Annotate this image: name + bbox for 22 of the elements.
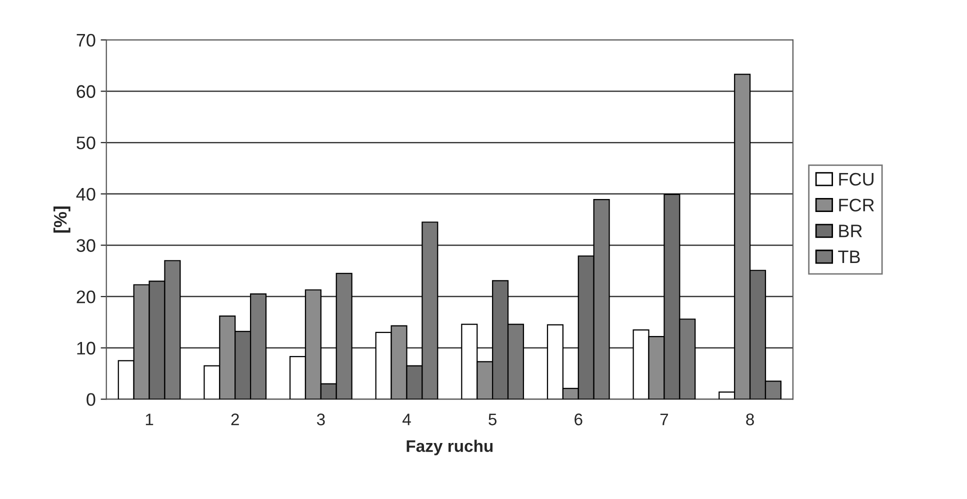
x-axis-title: Fazy ruchu [406,440,493,456]
y-tick-label: 30 [76,239,96,252]
legend-label: FCU [839,172,874,186]
x-tick-label: 3 [316,414,325,426]
y-tick-label: 0 [86,393,96,406]
y-tick-label: 60 [76,85,96,98]
y-tick-label: 10 [77,342,96,355]
legend-label: BR [839,224,862,238]
y-tick-label: 20 [76,290,96,304]
y-tick-label: 40 [76,188,96,201]
x-tick-label: 7 [660,414,668,426]
legend-label: TB [838,250,860,264]
legend-label: FCR [839,198,874,212]
x-tick-label: 8 [746,414,754,426]
x-tick-label: 1 [146,414,154,426]
y-tick-label: 70 [76,34,96,47]
y-axis-title: [%] [53,206,70,233]
y-tick-label: 50 [76,136,96,150]
x-tick-label: 4 [402,414,411,426]
x-tick-label: 2 [231,414,239,426]
x-tick-label: 6 [574,414,582,426]
x-tick-label: 5 [488,414,496,426]
